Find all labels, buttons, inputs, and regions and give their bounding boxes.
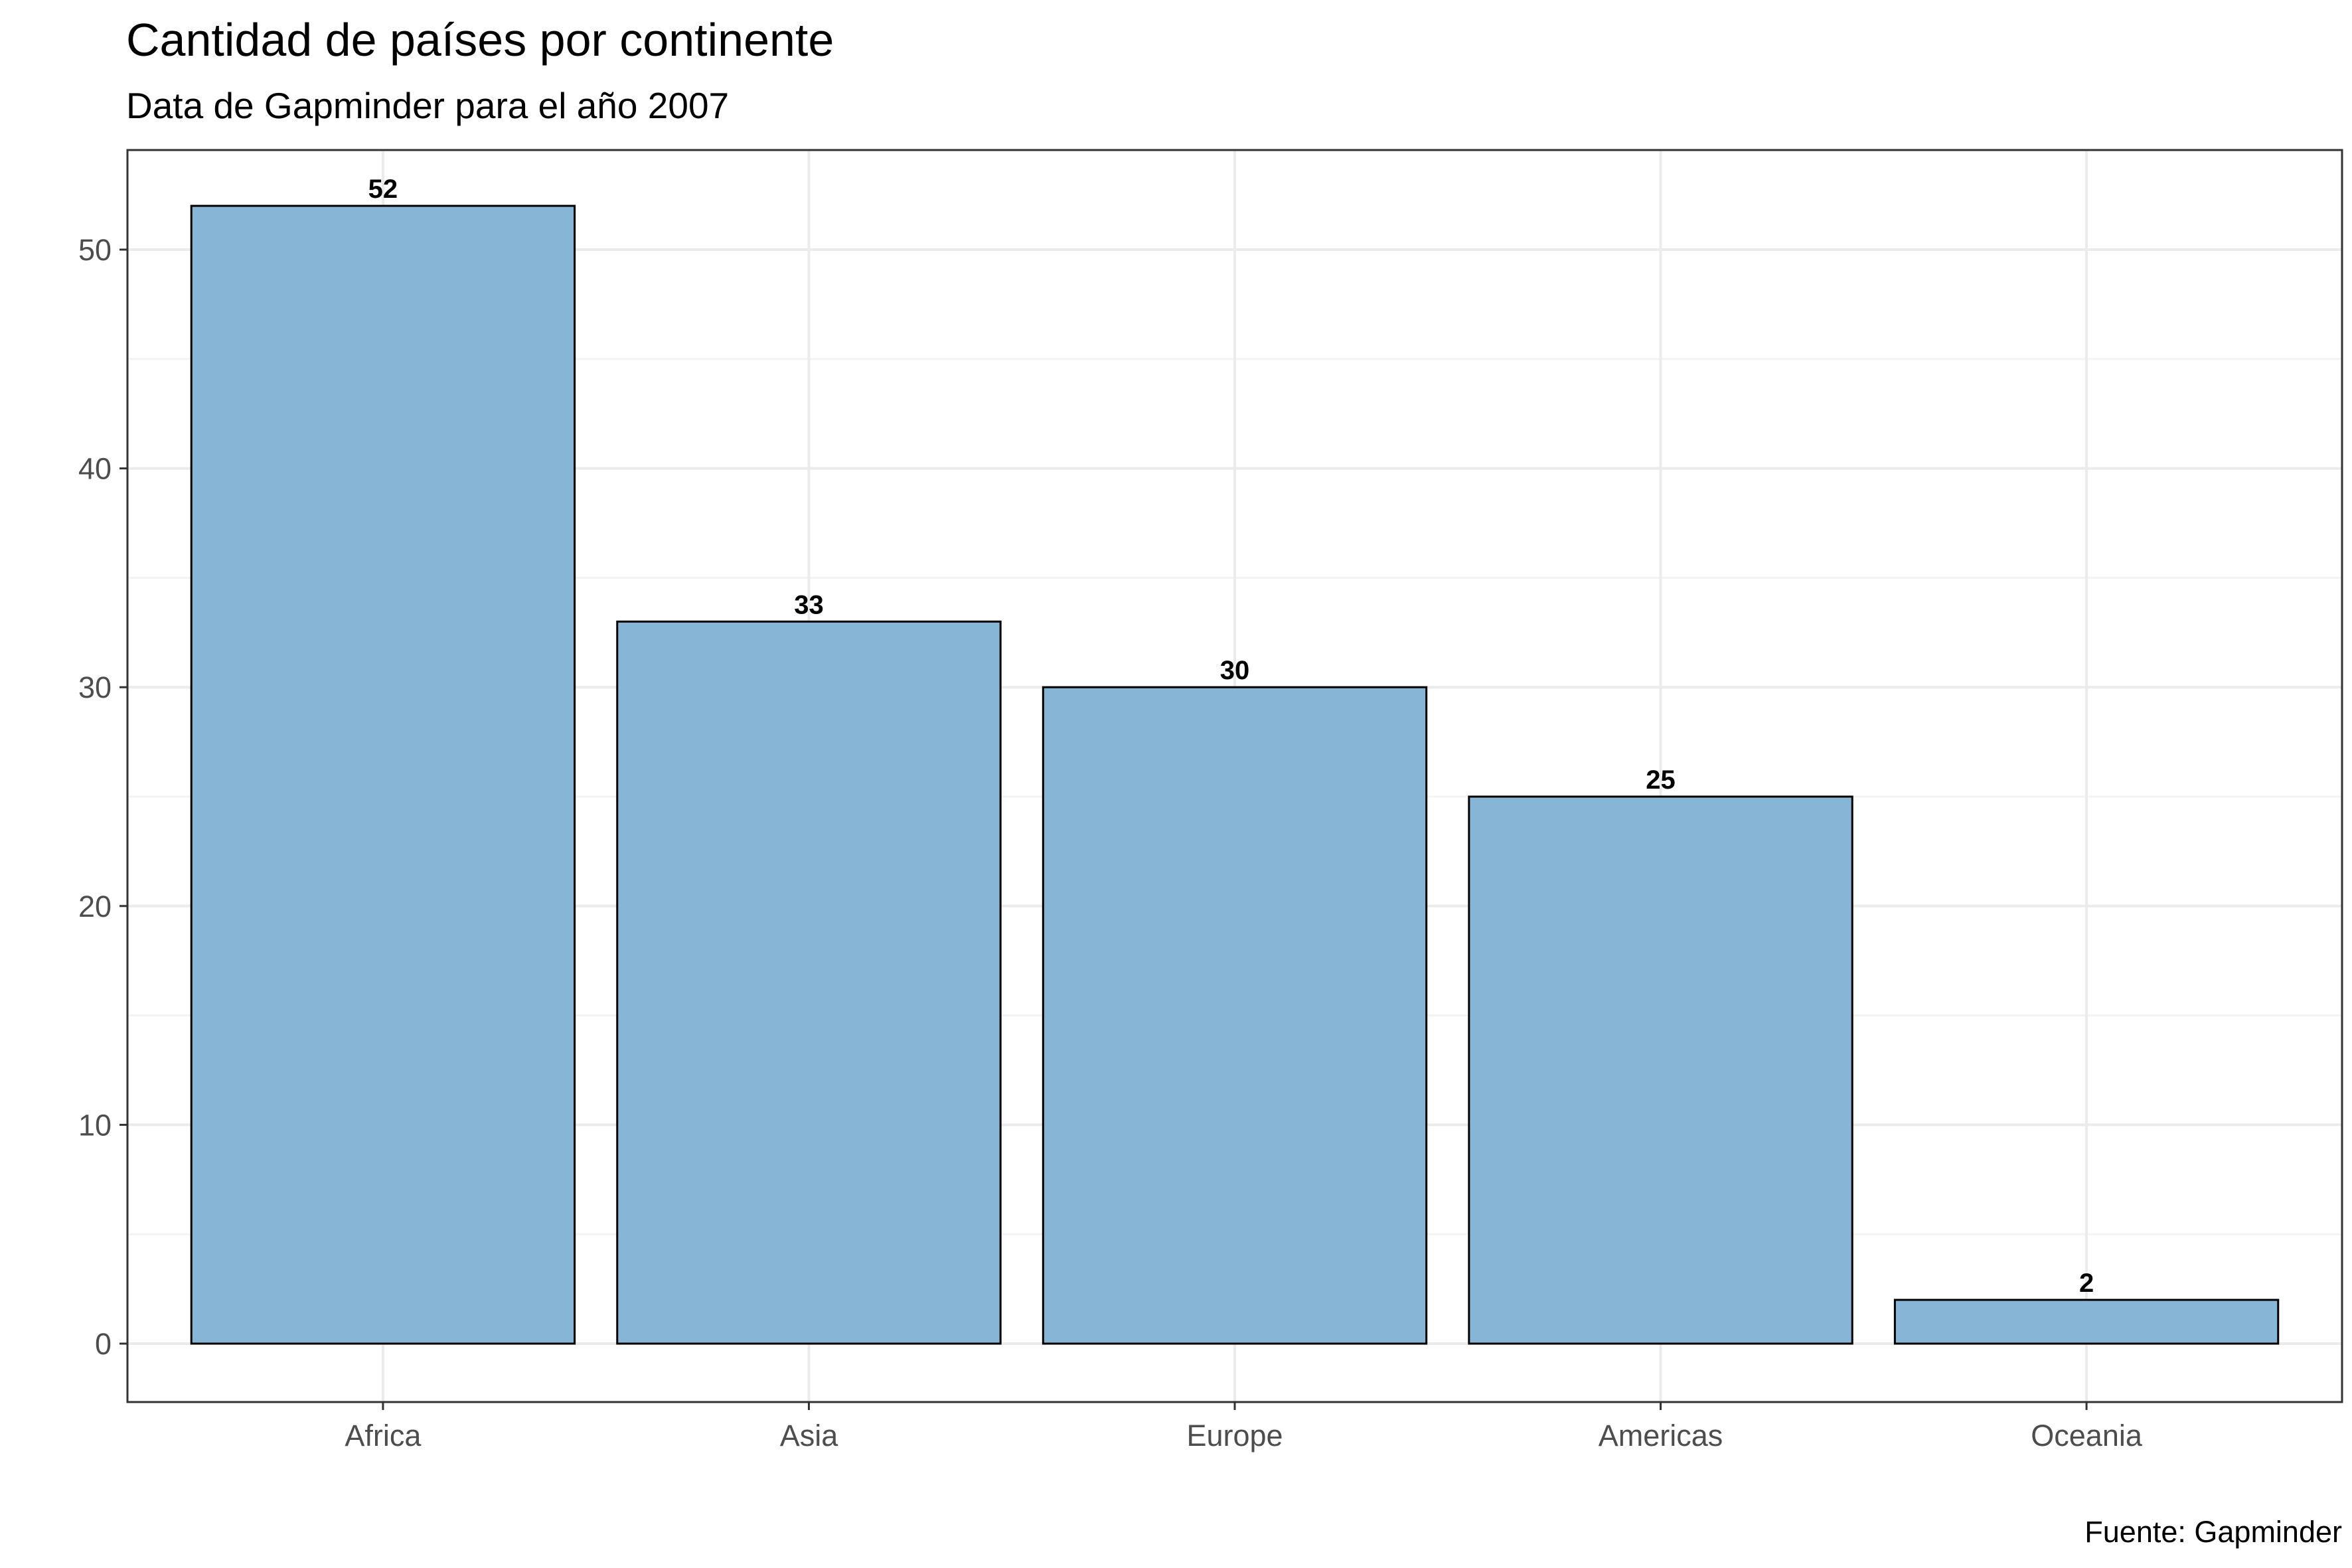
y-tick-label: 0 [95,1327,112,1361]
data-label-asia: 33 [794,590,824,619]
x-tick-label-europe: Europe [1186,1419,1283,1452]
data-label-americas: 25 [1646,765,1676,795]
y-tick-label: 10 [78,1108,112,1142]
bar-europe [1043,687,1426,1344]
y-tick-label: 40 [78,452,112,486]
bar-americas [1469,797,1852,1344]
x-tick-label-americas: Americas [1599,1419,1723,1452]
data-label-africa: 52 [368,175,398,204]
chart-title: Cantidad de países por continente [126,14,834,66]
x-tick-label-oceania: Oceania [2031,1419,2143,1452]
y-tick-label: 50 [78,233,112,267]
bar-africa [191,206,574,1344]
chart-subtitle: Data de Gapminder para el año 2007 [126,85,729,126]
chart-caption: Fuente: Gapminder [2084,1515,2342,1549]
y-tick-label: 20 [78,890,112,923]
bar-asia [617,621,1000,1344]
data-label-europe: 30 [1220,656,1250,685]
x-tick-label-africa: Africa [345,1419,422,1452]
x-tick-label-asia: Asia [780,1419,839,1452]
y-tick-label: 30 [78,670,112,704]
bar-oceania [1895,1300,2278,1344]
data-label-oceania: 2 [2079,1269,2094,1298]
